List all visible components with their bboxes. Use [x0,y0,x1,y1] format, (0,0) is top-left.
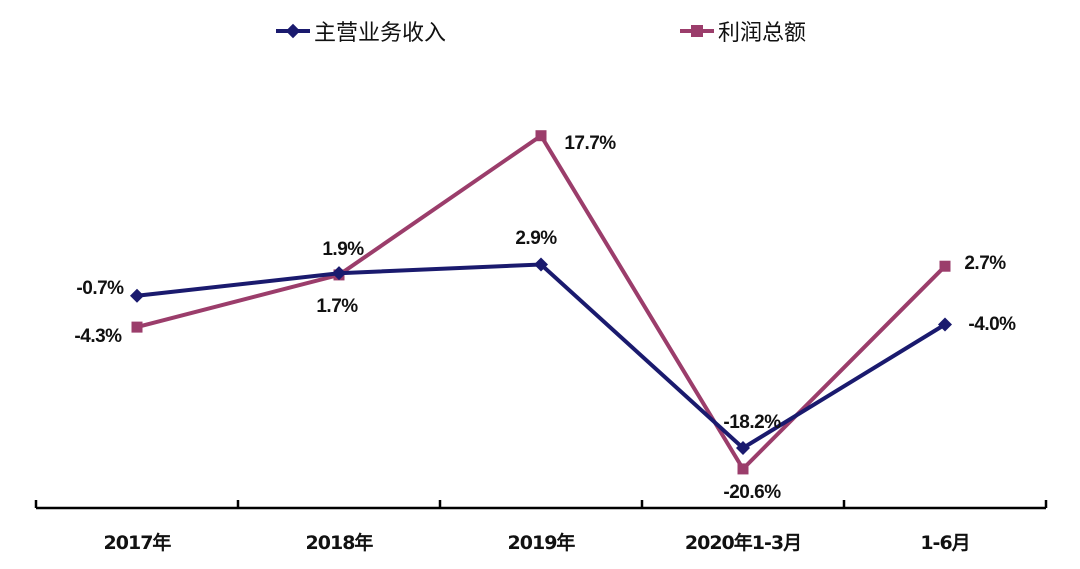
profit-label-2018: 1.7% [316,296,358,317]
diamond-marker-icon [130,288,144,303]
revenue-label-2018: 1.9% [322,239,364,260]
series-profit [131,130,951,475]
legend-item-profit: 利润总额 [680,14,806,48]
profit-label-2017: -4.3% [74,326,122,347]
legend-profit-marker-icon [680,21,714,41]
revenue-label-2020q1: -18.2% [723,412,781,433]
x-label-2018: 2018年 [305,532,374,554]
diamond-marker-icon [938,317,952,332]
profit-label-2019: 17.7% [564,133,616,154]
diamond-marker-icon [332,266,346,281]
x-axis [34,500,1048,510]
square-marker-icon [535,130,547,142]
diamond-marker-icon [534,257,548,272]
legend-item-revenue: 主营业务收入 [276,14,446,48]
square-marker-icon [737,463,749,475]
revenue-label-2019: 2.9% [515,228,557,249]
series-revenue [130,257,952,456]
legend-label-revenue: 主营业务收入 [314,21,447,46]
revenue-label-2017: -0.7% [76,278,124,299]
x-label-2017: 2017年 [103,532,172,554]
profit-label-2020q1: -20.6% [723,482,781,503]
legend-revenue-marker-icon [276,21,310,41]
x-label-2019: 2019年 [507,532,576,554]
legend-label-profit: 利润总额 [718,21,807,46]
x-label-2020h1: 1-6月 [920,532,970,554]
x-label-2020q1: 2020年1-3月 [684,532,802,554]
profit-label-2020h1: 2.7% [964,253,1006,274]
diamond-marker-icon [736,441,750,456]
revenue-label-2020h1: -4.0% [968,314,1016,335]
square-marker-icon [131,321,143,333]
square-marker-icon [939,260,951,272]
